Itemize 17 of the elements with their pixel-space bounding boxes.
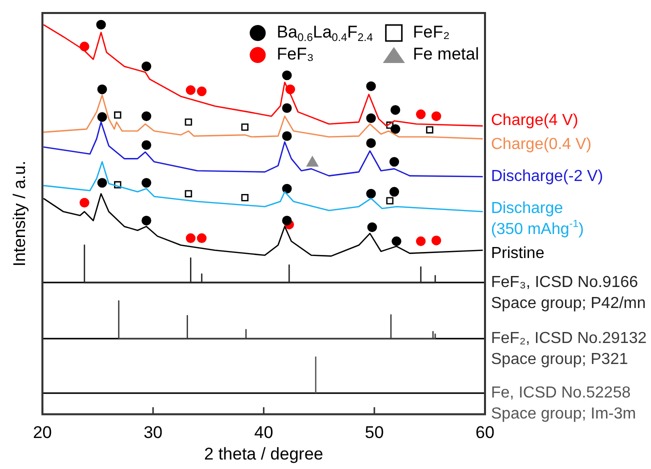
text: FeF₃, ICSD No.9166 Space group; P42/mn (491, 274, 646, 312)
legend-label: Fe metal (412, 44, 480, 64)
legend-label: FeF₃ (276, 44, 314, 64)
series-label: Charge(0.4 V) (491, 136, 592, 153)
series-label: Discharge(-2 V) (491, 168, 604, 185)
text: FeF₂, ICSD No.29132 Space group; P321 (491, 330, 647, 368)
x-tick-label: 60 (476, 423, 494, 442)
y-axis-title: Intensity / a.u. (10, 160, 29, 267)
text: Fe, ICSD No.52258 Space group; Im-3m (491, 384, 636, 423)
x-tick-label: 30 (144, 423, 163, 442)
series-label: Charge(4 V) (491, 112, 578, 129)
x-tick-label: 50 (364, 423, 384, 442)
x-axis-title: 2 theta / degree (204, 444, 324, 464)
x-tick-label: 40 (254, 423, 274, 442)
x-tick-label: 20 (32, 423, 52, 442)
legend-label: FeF₂ (412, 22, 450, 42)
series-label: Pristine (491, 244, 544, 262)
